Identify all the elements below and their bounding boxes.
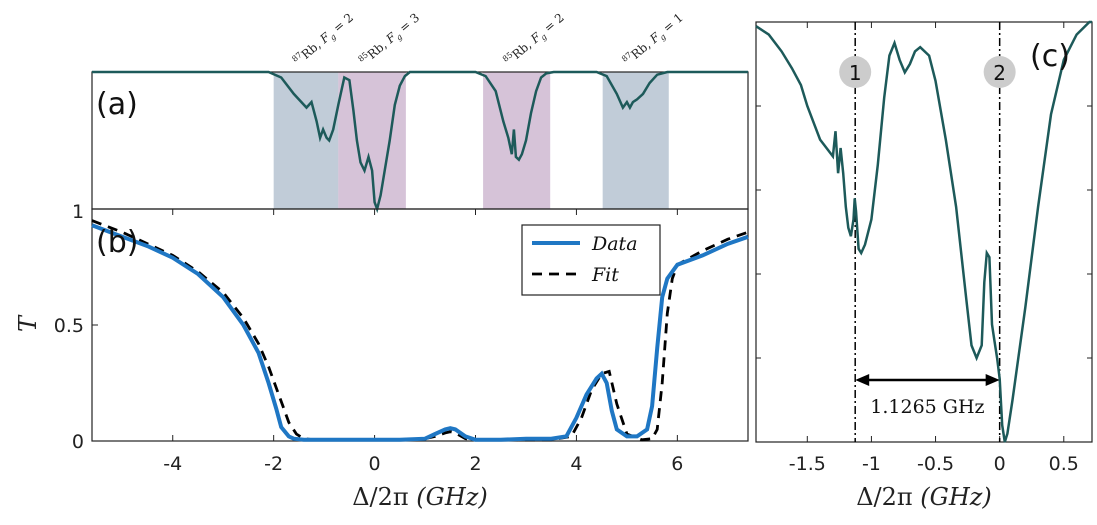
b-xtick-label: 6: [671, 453, 683, 475]
panel-c-distance-arrow: 1.1265 GHz: [855, 374, 1000, 419]
panel-b-label: (b): [96, 225, 138, 260]
fit-line: [91, 219, 749, 442]
distance-label-background: [859, 393, 996, 419]
panel-c-frame: [755, 21, 1093, 443]
legend-fit-label: Fit: [591, 264, 619, 286]
band-label-0: 87Rb, Fg = 2: [290, 10, 357, 70]
band-label-1: 85Rb, Fg = 3: [356, 10, 423, 70]
band-1: [338, 72, 406, 209]
data-line: [91, 223, 749, 442]
marker-label-2: 2: [993, 61, 1006, 85]
marker-circle-2: [983, 56, 1016, 88]
panel-c-label: (c): [1030, 39, 1070, 74]
panel-a-label: (a): [96, 87, 138, 122]
panel-b-legend: Data Fit: [521, 224, 661, 296]
b-ytick-label: 0: [72, 431, 84, 453]
c-xtick-label: 0.5: [1049, 453, 1079, 475]
band-label-2: 85Rb, Fg = 2: [501, 10, 568, 70]
b-xtick-label: 0: [369, 453, 381, 475]
panel-b-xlabel: Δ/2π (GHz): [352, 483, 488, 511]
band-2: [483, 72, 551, 209]
marker-circle-1: [839, 56, 872, 88]
b-xtick-label: 2: [469, 453, 481, 475]
b-ytick-label: 0.5: [54, 315, 84, 337]
marker-label-1: 1: [849, 61, 862, 85]
c-xtick-label: -0.5: [917, 453, 954, 475]
band-3: [602, 72, 669, 209]
panel-c-trace: [755, 20, 1092, 443]
c-xtick-label: -1: [862, 453, 881, 475]
legend-data-label: Data: [591, 233, 638, 255]
panel-a-ytick-label: 1: [72, 201, 84, 223]
panel-b-ylabel: T: [14, 314, 42, 332]
distance-arrowhead-right: [985, 374, 1000, 386]
panel-a-bands: [273, 72, 669, 209]
panel-c-xlabel: Δ/2π (GHz): [856, 483, 992, 511]
band-label-3: 87Rb, Fg = 1: [620, 10, 687, 70]
distance-label: 1.1265 GHz: [870, 396, 984, 418]
c-xtick-label: 0: [994, 453, 1006, 475]
b-xtick-label: -4: [163, 453, 182, 475]
panel-b: -4 -2 0 2 4 6 0 0.5 (b) T Δ/2π (GHz) Data Fit: [14, 208, 749, 511]
b-xtick-label: -2: [264, 453, 283, 475]
panel-c-ticks: -1.5 -1 -0.5 0 0.5: [756, 22, 1092, 475]
distance-arrowhead-left: [855, 374, 870, 386]
b-xtick-label: 4: [570, 453, 582, 475]
legend-box: [521, 224, 661, 296]
c-xtick-label: -1.5: [789, 453, 826, 475]
panel-a-trace: [92, 70, 748, 214]
panel-b-ticks: -4 -2 0 2 4 6 0 0.5: [54, 209, 683, 475]
